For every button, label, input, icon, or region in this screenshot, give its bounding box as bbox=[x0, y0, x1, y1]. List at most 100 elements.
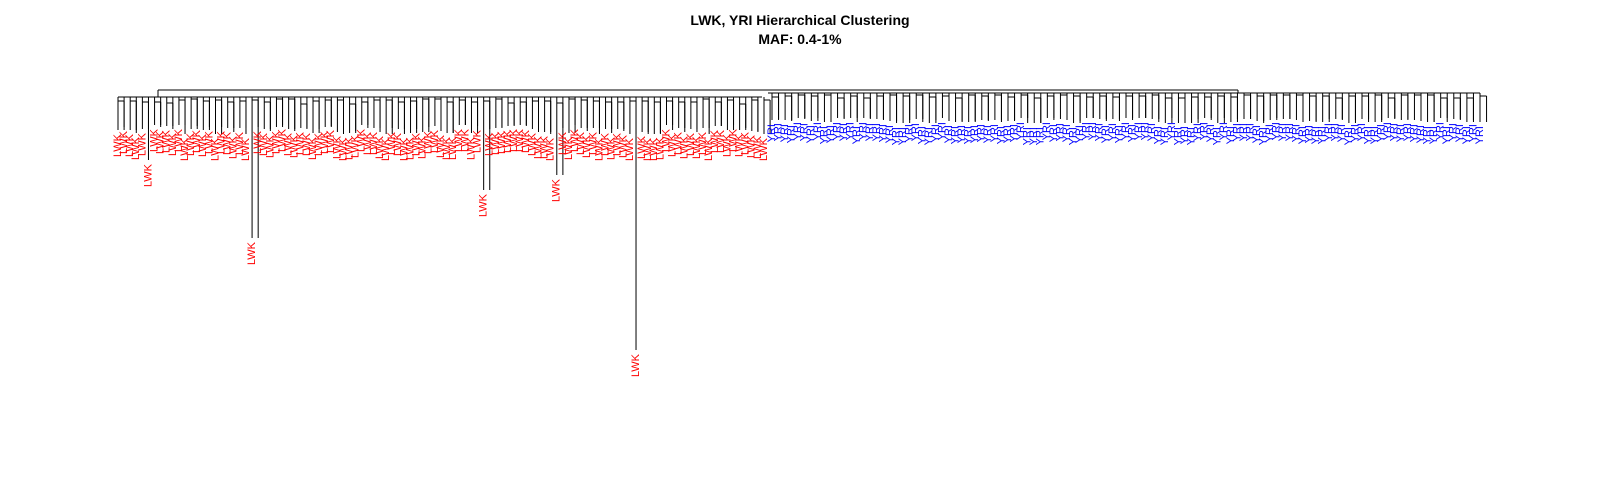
leaf-label-lwk-94: LWK bbox=[685, 132, 697, 156]
leaf-label-lwk-75: LWK bbox=[569, 128, 581, 152]
leaf-label-yri-56: YRI bbox=[1133, 122, 1145, 140]
leaf-label-lwk-46: LWK bbox=[392, 132, 404, 156]
leaf-label-yri-16: YRI bbox=[871, 123, 883, 141]
leaf-label-lwk-48: LWK bbox=[404, 136, 416, 160]
leaf-label-yri-24: YRI bbox=[923, 127, 935, 145]
leaf-label-lwk-27: LWK bbox=[276, 128, 288, 152]
leaf-label-lwk-104: LWK bbox=[746, 134, 758, 158]
leaf-label-yri-3: YRI bbox=[786, 125, 798, 143]
leaf-label-lwk-95: LWK bbox=[691, 135, 703, 159]
leaf-label-yri-98: YRI bbox=[1408, 124, 1420, 142]
leaf-label-yri-91: YRI bbox=[1362, 126, 1374, 144]
leaf-label-lwk-67: LWK bbox=[520, 129, 532, 153]
leaf-label-yri-92: YRI bbox=[1369, 126, 1381, 144]
leaf-label-lwk-28: LWK bbox=[283, 132, 295, 156]
leaf-label-yri-100: YRI bbox=[1421, 126, 1433, 144]
leaf-label-yri-90: YRI bbox=[1356, 123, 1368, 141]
leaf-label-lwk-54: LWK bbox=[441, 136, 453, 160]
leaf-label-yri-18: YRI bbox=[884, 125, 896, 143]
leaf-label-lwk-96: LWK bbox=[697, 131, 709, 155]
leaf-label-yri-78: YRI bbox=[1277, 123, 1289, 141]
leaf-label-yri-31: YRI bbox=[969, 125, 981, 143]
leaf-label-yri-9: YRI bbox=[825, 125, 837, 143]
leaf-label-yri-39: YRI bbox=[1022, 127, 1034, 145]
leaf-label-lwk-92: LWK bbox=[673, 131, 685, 155]
leaf-label-lwk-0: LWK bbox=[112, 133, 124, 157]
leaf-label-yri-107: YRI bbox=[1467, 124, 1479, 142]
leaf-label-lwk-12: LWK bbox=[185, 132, 197, 156]
leaf-label-lwk-36: LWK bbox=[331, 135, 343, 159]
leaf-label-yri-34: YRI bbox=[989, 124, 1001, 142]
leaf-label-yri-101: YRI bbox=[1428, 126, 1440, 144]
leaf-label-lwk-58: LWK bbox=[465, 136, 477, 160]
leaf-label-lwk-18: LWK bbox=[222, 131, 234, 155]
leaf-label-lwk-82: LWK bbox=[612, 132, 624, 156]
leaf-label-lwk-91: LWK bbox=[666, 133, 678, 157]
leaf-label-lwk-102: LWK bbox=[734, 133, 746, 157]
leaf-label-yri-73: YRI bbox=[1244, 123, 1256, 141]
leaf-label-lwk-73: LWK bbox=[557, 131, 569, 155]
leaf-label-yri-106: YRI bbox=[1461, 126, 1473, 144]
leaf-label-yri-38: YRI bbox=[1015, 122, 1027, 140]
leaf-label-yri-87: YRI bbox=[1336, 124, 1348, 142]
leaf-label-lwk-53: LWK bbox=[435, 134, 447, 158]
leaf-label-lwk-44: LWK bbox=[380, 137, 392, 161]
leaf-label-yri-2: YRI bbox=[779, 124, 791, 142]
leaf-label-yri-5: YRI bbox=[799, 123, 811, 141]
leaf-label-yri-103: YRI bbox=[1441, 126, 1453, 144]
leaf-label-yri-20: YRI bbox=[897, 127, 909, 145]
leaf-label-yri-63: YRI bbox=[1179, 126, 1191, 144]
leaf-label-lwk-84: LWK bbox=[624, 137, 636, 161]
leaf-label-lwk-69: LWK bbox=[532, 135, 544, 159]
leaf-label-lwk-35: LWK bbox=[325, 129, 337, 153]
leaf-label-yri-1: YRI bbox=[772, 123, 784, 141]
leaf-label-yri-47: YRI bbox=[1074, 125, 1086, 143]
leaf-label-lwk-89: LWK bbox=[654, 136, 666, 160]
leaf-label-lwk-45: LWK bbox=[386, 131, 398, 155]
leaf-label-yri-104: YRI bbox=[1448, 123, 1460, 141]
leaf-label-yri-74: YRI bbox=[1251, 125, 1263, 143]
leaf-label-yri-97: YRI bbox=[1402, 123, 1414, 141]
leaf-label-yri-22: YRI bbox=[910, 123, 922, 141]
leaf-label-yri-12: YRI bbox=[845, 122, 857, 140]
leaf-label-lwk-64: LWK bbox=[502, 129, 514, 153]
leaf-label-lwk-5: LWK bbox=[142, 163, 154, 187]
leaf-label-lwk-80: LWK bbox=[599, 132, 611, 156]
leaf-label-yri-42: YRI bbox=[1041, 122, 1053, 140]
leaf-label-lwk-21: LWK bbox=[240, 137, 252, 161]
leaf-label-lwk-13: LWK bbox=[191, 129, 203, 153]
leaf-label-yri-88: YRI bbox=[1343, 127, 1355, 145]
leaf-label-lwk-30: LWK bbox=[295, 131, 307, 155]
leaf-label-lwk-3: LWK bbox=[130, 136, 142, 160]
leaf-label-lwk-65: LWK bbox=[508, 128, 520, 152]
leaf-label-yri-45: YRI bbox=[1061, 124, 1073, 142]
leaf-label-yri-48: YRI bbox=[1081, 122, 1093, 140]
leaf-label-yri-26: YRI bbox=[936, 122, 948, 140]
leaf-label-lwk-98: LWK bbox=[709, 129, 721, 153]
leaf-label-lwk-59: LWK bbox=[471, 129, 483, 153]
leaf-label-yri-58: YRI bbox=[1146, 123, 1158, 141]
leaf-label-lwk-49: LWK bbox=[411, 132, 423, 156]
leaf-label-yri-66: YRI bbox=[1199, 122, 1211, 140]
leaf-label-yri-30: YRI bbox=[963, 126, 975, 144]
leaf-label-yri-59: YRI bbox=[1153, 126, 1165, 144]
leaf-label-yri-64: YRI bbox=[1185, 127, 1197, 145]
leaf-label-lwk-31: LWK bbox=[301, 132, 313, 156]
leaf-label-lwk-11: LWK bbox=[179, 137, 191, 161]
leaf-label-lwk-106: LWK bbox=[758, 137, 770, 161]
leaf-label-lwk-32: LWK bbox=[307, 136, 319, 160]
leaf-label-lwk-40: LWK bbox=[356, 128, 368, 152]
leaf-label-lwk-6: LWK bbox=[148, 128, 160, 152]
leaf-label-yri-36: YRI bbox=[1002, 125, 1014, 143]
leaf-label-yri-49: YRI bbox=[1087, 122, 1099, 140]
leaf-label-lwk-50: LWK bbox=[417, 135, 429, 159]
leaf-label-yri-7: YRI bbox=[812, 122, 824, 140]
leaf-label-lwk-101: LWK bbox=[727, 128, 739, 152]
leaf-label-yri-55: YRI bbox=[1126, 124, 1138, 142]
leaf-label-yri-93: YRI bbox=[1376, 124, 1388, 142]
leaf-label-lwk-90: LWK bbox=[660, 128, 672, 152]
leaf-label-lwk-22: LWK bbox=[246, 241, 258, 265]
leaf-label-yri-33: YRI bbox=[982, 125, 994, 143]
leaf-label-yri-51: YRI bbox=[1100, 125, 1112, 143]
leaf-label-lwk-7: LWK bbox=[155, 130, 167, 154]
